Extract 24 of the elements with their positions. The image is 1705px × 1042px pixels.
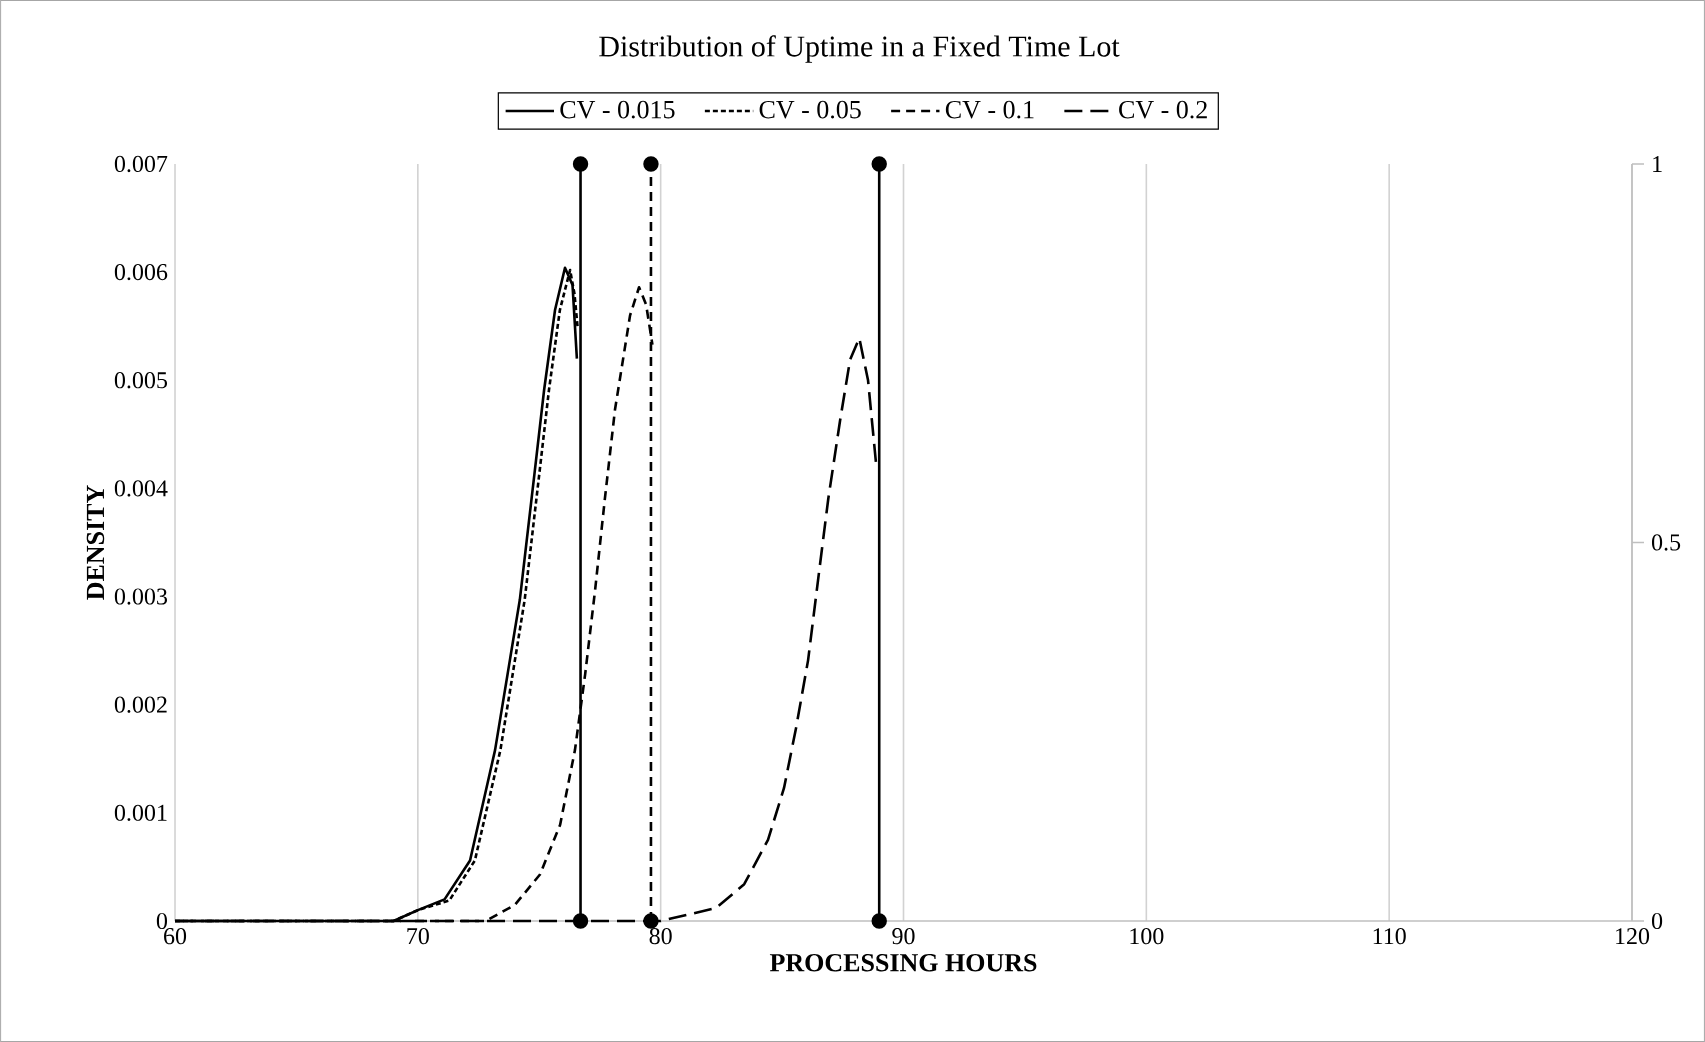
y2-tick-label: 0.5	[1651, 534, 1681, 551]
y-tick-label: 0.001	[114, 804, 167, 821]
y-tick-label: 0.007	[114, 155, 168, 173]
x-tick-label: 90	[892, 928, 915, 945]
x-tick-label: 70	[407, 928, 429, 945]
y-tick-label: 0.004	[114, 480, 168, 497]
x-tick-label: 100	[1130, 928, 1164, 945]
x-axis-title: PROCESSING HOURS	[769, 953, 1037, 972]
y-axis-title: DENSITY	[86, 485, 105, 600]
legend-label: CV - 0.015	[560, 100, 675, 119]
x-tick-label: 110	[1373, 928, 1406, 945]
chart-title: Distribution of Uptime in a Fixed Time Lot	[599, 35, 1120, 63]
y-tick-label: 0.006	[114, 263, 168, 281]
legend-label: CV - 0.1	[945, 100, 1034, 119]
y-tick-label: 0.002	[114, 696, 167, 713]
legend-label: CV - 0.05	[759, 100, 861, 119]
y-tick-label: 0.005	[114, 372, 168, 389]
y2-tick-label: 0	[1651, 912, 1663, 930]
y2-tick-label: 1	[1653, 156, 1662, 172]
x-tick-label: 120	[1616, 928, 1650, 945]
legend-label: CV - 0.2	[1119, 100, 1207, 119]
y-tick-label: 0.003	[114, 588, 168, 605]
x-tick-label: 60	[164, 928, 187, 945]
x-tick-label: 80	[649, 928, 672, 945]
